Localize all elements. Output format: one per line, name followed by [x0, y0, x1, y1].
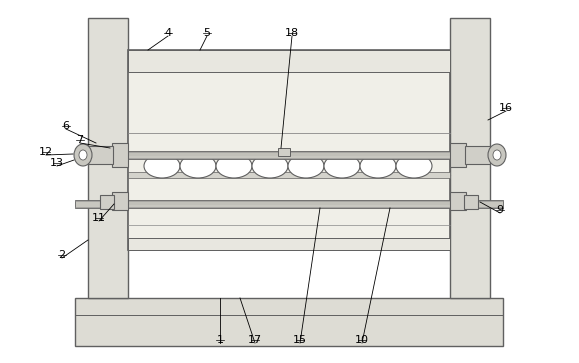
Text: 7: 7 — [76, 135, 83, 145]
Ellipse shape — [144, 154, 180, 178]
Ellipse shape — [360, 154, 396, 178]
Ellipse shape — [396, 154, 432, 178]
Text: 1: 1 — [217, 335, 223, 345]
Bar — [75, 298, 503, 346]
Ellipse shape — [79, 150, 87, 160]
Bar — [88, 146, 113, 164]
Text: 16: 16 — [499, 103, 513, 113]
Bar — [112, 143, 128, 167]
Bar — [450, 143, 466, 167]
Bar — [278, 148, 290, 156]
Text: 9: 9 — [496, 205, 504, 215]
Bar — [128, 172, 450, 178]
Ellipse shape — [180, 154, 216, 178]
Text: 12: 12 — [39, 147, 53, 157]
Text: 15: 15 — [293, 335, 307, 345]
Text: 10: 10 — [355, 335, 369, 345]
Text: 11: 11 — [92, 213, 106, 223]
Bar — [450, 18, 490, 298]
Text: 5: 5 — [203, 28, 211, 38]
Bar — [75, 200, 503, 208]
Ellipse shape — [216, 154, 252, 178]
Text: 2: 2 — [58, 250, 65, 260]
Ellipse shape — [252, 154, 288, 178]
Bar — [112, 192, 128, 210]
Bar — [465, 146, 490, 164]
Text: 13: 13 — [50, 158, 64, 168]
Bar — [88, 18, 128, 298]
Bar — [128, 50, 450, 72]
Text: 4: 4 — [164, 28, 171, 38]
Ellipse shape — [488, 144, 506, 166]
Bar — [100, 195, 114, 209]
Ellipse shape — [288, 154, 324, 178]
Bar — [128, 238, 450, 250]
Ellipse shape — [493, 150, 501, 160]
Bar — [75, 151, 503, 159]
Text: 17: 17 — [248, 335, 262, 345]
Bar — [464, 195, 478, 209]
Text: 18: 18 — [285, 28, 299, 38]
Ellipse shape — [74, 144, 92, 166]
Bar — [450, 192, 466, 210]
Ellipse shape — [324, 154, 360, 178]
Bar — [128, 50, 450, 250]
Text: 6: 6 — [63, 121, 69, 131]
